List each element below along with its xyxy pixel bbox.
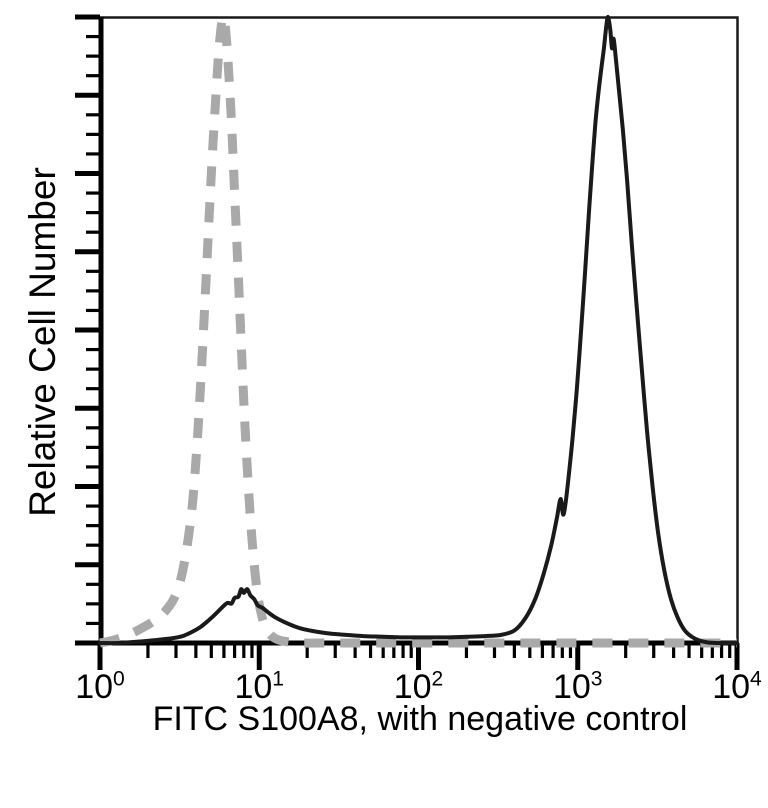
x-tick-mantissa: 10 bbox=[393, 668, 432, 706]
x-tick-label: 103 bbox=[553, 668, 603, 707]
x-tick-exponent: 0 bbox=[113, 667, 125, 691]
x-tick-label: 101 bbox=[234, 668, 284, 707]
x-tick-mantissa: 10 bbox=[75, 668, 114, 706]
x-tick-mantissa: 10 bbox=[552, 668, 591, 706]
x-tick-exponent: 1 bbox=[272, 667, 285, 691]
x-tick-label: 104 bbox=[712, 668, 762, 707]
x-tick-mantissa: 10 bbox=[712, 668, 751, 706]
x-tick-label: 102 bbox=[394, 668, 444, 707]
x-tick-exponent: 2 bbox=[431, 667, 444, 691]
x-axis-label: FITC S100A8, with negative control bbox=[152, 700, 688, 738]
plot-frame bbox=[99, 16, 739, 645]
x-tick-mantissa: 10 bbox=[234, 668, 273, 706]
curve-negative-control bbox=[99, 12, 737, 648]
y-axis-ticks bbox=[75, 14, 100, 646]
x-tick-label: 100 bbox=[75, 668, 125, 707]
y-axis-label: Relative Cell Number bbox=[22, 167, 63, 517]
curve-fitc-s100a8 bbox=[98, 14, 739, 646]
x-tick-exponent: 3 bbox=[590, 667, 603, 691]
x-tick-exponent: 4 bbox=[750, 667, 762, 691]
